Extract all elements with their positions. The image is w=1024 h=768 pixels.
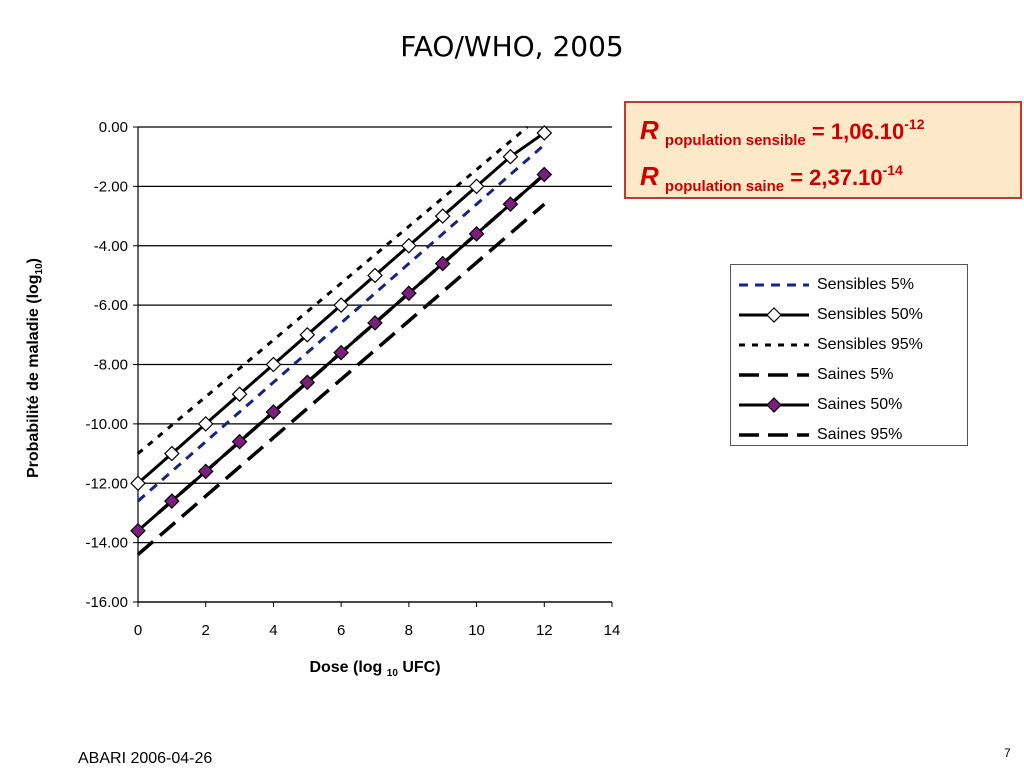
data-point-marker bbox=[130, 522, 146, 539]
legend-item: Saines 50% bbox=[731, 391, 969, 421]
legend-label: Sensibles 5% bbox=[817, 276, 914, 293]
y-tick-label: -14.00 bbox=[85, 535, 128, 552]
x-axis-label: Dose (log 10 UFC) bbox=[309, 659, 440, 679]
data-point-marker bbox=[434, 208, 451, 224]
legend-item: Sensibles 50% bbox=[731, 301, 969, 331]
y-tick-label: -12.00 bbox=[85, 475, 128, 492]
data-point-marker bbox=[468, 178, 485, 195]
series-lines bbox=[136, 125, 546, 556]
legend-label: Saines 50% bbox=[817, 396, 903, 413]
data-point-marker bbox=[164, 445, 180, 462]
y-tick-label: -6.00 bbox=[94, 297, 128, 314]
r-value: = 1,06.10 bbox=[811, 119, 905, 144]
legend-swatch bbox=[739, 397, 809, 413]
data-point-marker bbox=[367, 267, 383, 284]
data-point-marker bbox=[231, 433, 248, 450]
r-symbol: R bbox=[640, 115, 659, 145]
r-saine-line: R population saine = 2,37.10-14 bbox=[640, 161, 903, 195]
x-tick-label: 12 bbox=[536, 622, 553, 639]
r-exponent: -14 bbox=[882, 162, 903, 178]
x-tick-label: 14 bbox=[604, 622, 621, 639]
data-point-marker bbox=[265, 356, 282, 373]
legend-swatch bbox=[739, 433, 809, 437]
data-point-marker bbox=[468, 226, 485, 242]
slide-title: FAO/WHO, 2005 bbox=[400, 30, 624, 63]
data-point-marker bbox=[231, 386, 248, 403]
axes bbox=[133, 126, 613, 607]
y-tick-label: -2.00 bbox=[94, 178, 128, 195]
data-point-marker bbox=[299, 326, 316, 343]
legend-swatch bbox=[739, 283, 809, 287]
y-tick-label: -10.00 bbox=[85, 416, 128, 433]
r-value: = 2,37.10 bbox=[790, 165, 883, 190]
legend-swatch bbox=[739, 373, 809, 377]
legend-swatch bbox=[739, 307, 809, 323]
series-line bbox=[136, 202, 546, 556]
footer-text: ABARI 2006-04-26 bbox=[78, 750, 213, 767]
data-point-marker bbox=[502, 196, 519, 213]
legend-item: Sensibles 5% bbox=[731, 271, 969, 301]
y-tick-label: -8.00 bbox=[94, 357, 128, 374]
r-values-box: R population sensible = 1,06.10-12 R pop… bbox=[624, 101, 1022, 199]
legend-label: Sensibles 50% bbox=[817, 306, 923, 323]
legend-item: Saines 5% bbox=[731, 361, 969, 391]
data-point-marker bbox=[197, 416, 214, 432]
r-sensible-line: R population sensible = 1,06.10-12 bbox=[640, 115, 925, 149]
legend-label: Sensibles 95% bbox=[817, 336, 923, 353]
data-point-marker bbox=[164, 493, 180, 509]
legend-swatch bbox=[739, 343, 809, 347]
data-point-marker bbox=[130, 475, 146, 492]
x-tick-label: 0 bbox=[134, 622, 142, 639]
data-point-marker bbox=[766, 307, 782, 323]
page-number: 7 bbox=[1004, 746, 1011, 760]
x-tick-label: 10 bbox=[468, 622, 485, 639]
y-axis-label: Probabilité de maladie (log10) bbox=[25, 258, 45, 478]
data-point-marker bbox=[197, 463, 214, 480]
data-point-marker bbox=[367, 315, 383, 331]
data-point-marker bbox=[536, 166, 553, 183]
data-point-marker bbox=[333, 297, 349, 313]
y-tick-label: 0.00 bbox=[99, 119, 128, 136]
r-symbol: R bbox=[640, 161, 659, 191]
r-exponent: -12 bbox=[904, 116, 925, 132]
x-tick-label: 2 bbox=[202, 622, 210, 639]
data-point-marker bbox=[401, 237, 417, 254]
legend-label: Saines 5% bbox=[817, 366, 894, 383]
series-markers bbox=[130, 125, 553, 539]
x-tick-label: 4 bbox=[269, 622, 277, 639]
data-point-marker bbox=[502, 148, 519, 165]
data-point-marker bbox=[333, 344, 349, 361]
legend-label: Saines 95% bbox=[817, 426, 903, 443]
y-tick-label: -16.00 bbox=[85, 594, 128, 611]
chart-legend: Sensibles 5% Sensibles 50% Sensibles 95% Sa… bbox=[730, 264, 968, 446]
data-point-marker bbox=[766, 397, 782, 413]
tick-labels: 0.00 -2.00 -4.00 -6.00 -8.00 -10.00 -12.00 -14.… bbox=[85, 119, 620, 639]
x-tick-label: 6 bbox=[337, 622, 345, 639]
x-axis-label-main: Dose (log bbox=[309, 659, 386, 676]
data-point-marker bbox=[434, 255, 451, 272]
data-point-marker bbox=[401, 285, 417, 302]
grid-lines bbox=[138, 126, 612, 603]
y-tick-label: -4.00 bbox=[94, 238, 128, 255]
legend-item: Saines 95% bbox=[731, 421, 969, 451]
series-line bbox=[137, 125, 529, 455]
series-line bbox=[137, 143, 546, 503]
data-point-marker bbox=[299, 374, 316, 391]
data-point-marker bbox=[536, 125, 553, 141]
r-subscript: population saine bbox=[664, 178, 785, 195]
r-subscript: population sensible bbox=[664, 132, 806, 149]
legend-item: Sensibles 95% bbox=[731, 331, 969, 361]
x-tick-label: 8 bbox=[405, 622, 413, 639]
data-point-marker bbox=[265, 404, 282, 420]
